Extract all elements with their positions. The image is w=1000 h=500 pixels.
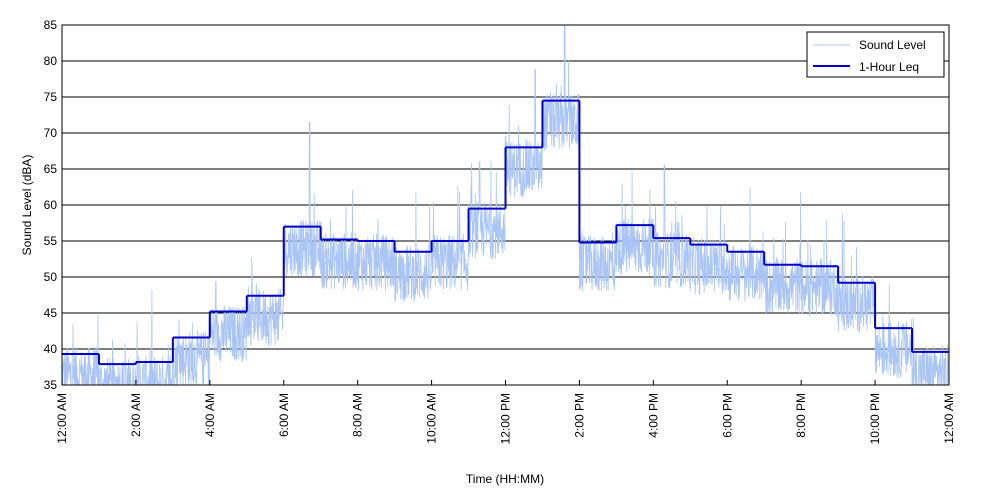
x-tick-label: 12:00 PM	[499, 393, 513, 444]
x-tick-label: 4:00 PM	[646, 393, 660, 438]
y-tick-label: 80	[44, 54, 58, 68]
y-tick-label: 70	[44, 126, 58, 140]
y-tick-label: 45	[44, 306, 58, 320]
y-tick-label: 50	[44, 270, 58, 284]
x-tick-label: 4:00 AM	[203, 393, 217, 437]
x-tick-label: 12:00 AM	[942, 393, 956, 444]
legend: Sound Level 1-Hour Leq	[806, 31, 945, 78]
legend-label-1-hour-leq: 1-Hour Leq	[859, 60, 919, 74]
x-tick-label: 12:00 AM	[55, 393, 69, 444]
y-tick-label: 60	[44, 198, 58, 212]
x-tick-label: 6:00 PM	[720, 393, 734, 438]
x-tick-label: 2:00 PM	[572, 393, 586, 438]
x-tick-label: 10:00 PM	[868, 393, 882, 444]
x-tick-label: 2:00 AM	[129, 393, 143, 437]
legend-label-sound-level: Sound Level	[859, 38, 926, 52]
x-axis-ticks: 12:00 AM 2:00 AM 4:00 AM 6:00 AM 8:00 AM 10:0…	[55, 380, 956, 444]
y-tick-label: 65	[44, 162, 58, 176]
y-tick-label: 85	[44, 18, 58, 32]
x-axis-title: Time (HH:MM)	[466, 472, 544, 486]
x-tick-label: 6:00 AM	[277, 393, 291, 437]
y-axis-ticks: 35 40 45 50 55 60 65 70 75 80 85	[44, 18, 58, 392]
x-tick-label: 10:00 AM	[425, 393, 439, 444]
y-tick-label: 75	[44, 90, 58, 104]
series-1-hour-leq	[62, 99, 949, 366]
x-tick-label: 8:00 AM	[351, 393, 365, 437]
legend-box	[806, 31, 945, 78]
x-tick-label: 8:00 PM	[794, 393, 808, 438]
y-tick-label: 35	[44, 378, 58, 392]
y-tick-label: 40	[44, 342, 58, 356]
y-tick-label: 55	[44, 234, 58, 248]
y-axis-title: Sound Level (dBA)	[20, 155, 34, 256]
